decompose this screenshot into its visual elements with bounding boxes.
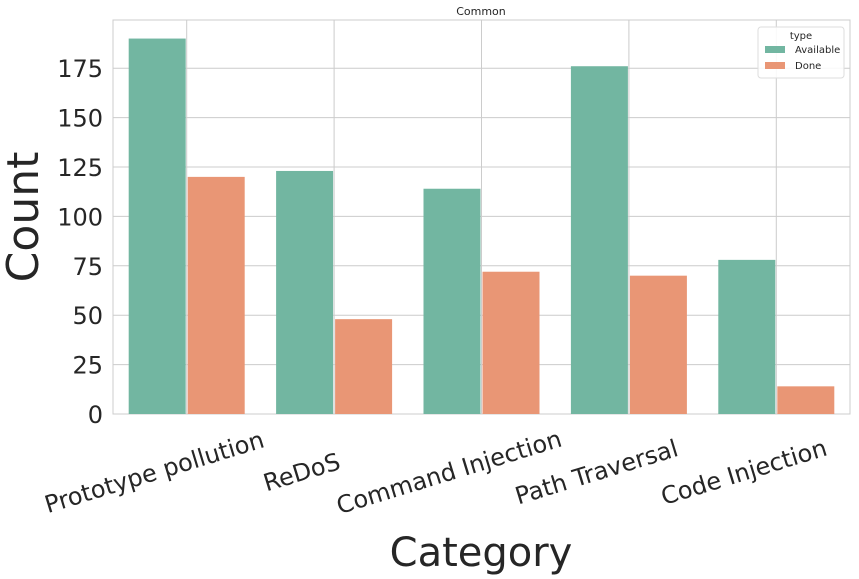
legend-label-done: Done	[795, 61, 821, 72]
legend: type Available Done	[757, 26, 845, 79]
bar-available	[276, 170, 334, 414]
legend-label-available: Available	[795, 45, 840, 56]
legend-swatch-done	[765, 62, 785, 69]
chart-title: Common	[456, 5, 506, 18]
bar-done	[482, 271, 540, 414]
bar-done	[187, 176, 245, 414]
bar-available	[423, 188, 481, 414]
y-tick-label: 175	[57, 55, 103, 83]
bar-available	[570, 66, 628, 414]
bar-done	[777, 386, 835, 414]
bar-available	[128, 38, 186, 415]
bar-available	[718, 259, 776, 414]
y-tick-label: 100	[57, 203, 103, 231]
y-tick-label: 125	[57, 154, 103, 182]
bars	[128, 38, 835, 415]
x-tick-label: Code Injection	[658, 434, 831, 511]
x-axis-label: Category	[390, 530, 573, 576]
bar-done	[335, 319, 393, 414]
y-tick-label: 25	[72, 352, 103, 380]
y-tick-label: 50	[72, 302, 103, 330]
legend-swatch-available	[765, 46, 785, 53]
x-tick-label: ReDoS	[260, 447, 344, 497]
y-axis-label: Count	[0, 152, 49, 283]
x-tick-label: Prototype pollution	[41, 426, 267, 519]
legend-title: type	[790, 31, 812, 42]
y-tick-labels: 0 25 50 75 100 125 150 175	[57, 55, 103, 429]
y-tick-label: 0	[88, 401, 103, 429]
bar-done	[629, 275, 687, 414]
y-tick-label: 75	[72, 253, 103, 281]
y-tick-label: 150	[57, 105, 103, 133]
